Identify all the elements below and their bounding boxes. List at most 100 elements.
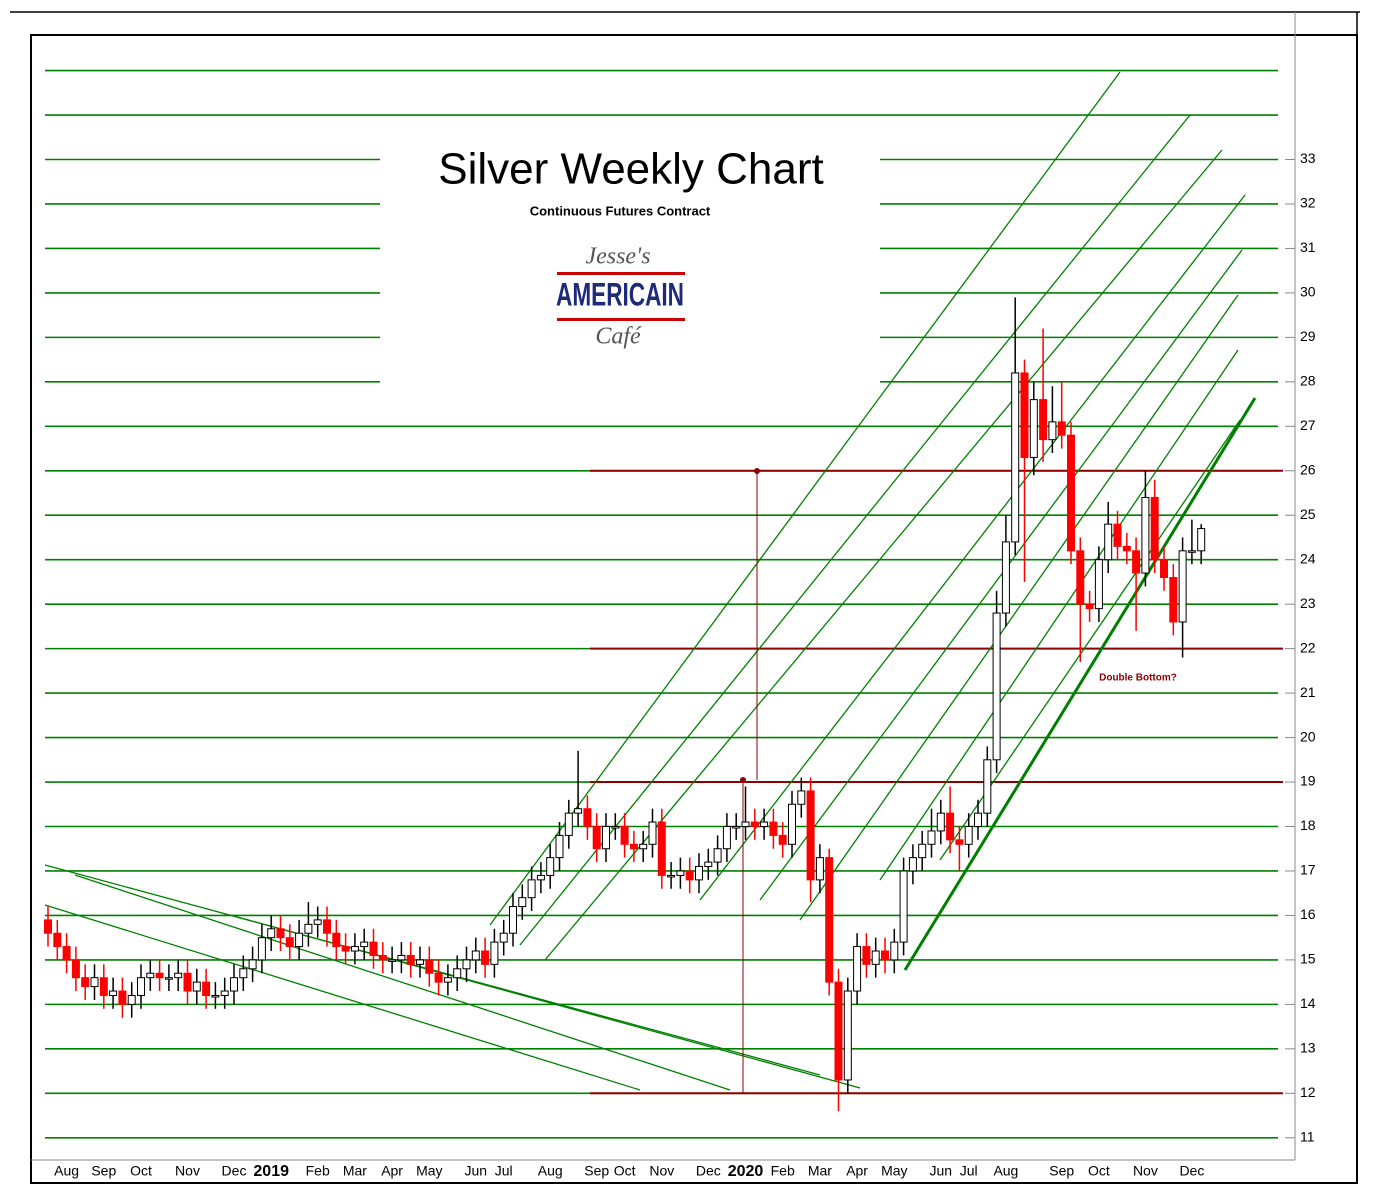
logo-top: Jesse's <box>585 244 650 270</box>
candle-body <box>137 977 145 996</box>
x-tick-label: Aug <box>993 1163 1018 1179</box>
x-tick-label: Aug <box>54 1163 79 1179</box>
candle-body <box>974 812 982 828</box>
y-tick-label: 24 <box>1300 550 1316 566</box>
chart-title: Silver Weekly Chart <box>438 145 824 194</box>
candle-body <box>434 972 443 983</box>
y-tick-label: 33 <box>1300 150 1316 166</box>
candle-body <box>1020 372 1029 458</box>
y-tick-label: 23 <box>1300 595 1316 611</box>
y-tick-label: 18 <box>1300 817 1316 833</box>
candle-body <box>927 830 936 845</box>
candle-body <box>1048 421 1057 441</box>
candle-body <box>639 843 648 850</box>
x-tick-label: Mar <box>808 1163 832 1179</box>
candle-body <box>592 826 601 850</box>
candle-body <box>806 790 815 881</box>
candle-body <box>257 937 266 961</box>
candle-body <box>276 928 285 939</box>
candle-body <box>936 812 945 832</box>
candle-body <box>323 919 331 934</box>
y-tick-label: 26 <box>1300 461 1316 477</box>
candle-body <box>611 826 620 829</box>
y-tick-label: 27 <box>1300 417 1316 433</box>
candle-body <box>406 954 415 965</box>
chart-subtitle: Continuous Futures Contract <box>530 203 711 218</box>
logo-stripe <box>557 272 685 275</box>
candle-body <box>583 808 592 828</box>
candle-body <box>443 977 452 983</box>
y-tick-label: 30 <box>1300 284 1316 300</box>
candle-body <box>267 928 276 939</box>
candle-body <box>602 826 610 850</box>
x-tick-label: Feb <box>771 1163 795 1179</box>
candle-body <box>211 994 220 998</box>
x-tick-label: Nov <box>649 1163 674 1179</box>
candle-body <box>955 839 964 845</box>
y-tick-label: 15 <box>1300 951 1316 967</box>
candle-body <box>1039 399 1048 441</box>
candle-body <box>741 821 750 828</box>
measure-point <box>740 777 746 783</box>
candle-body <box>183 972 192 992</box>
candle-body <box>1160 559 1168 578</box>
x-tick-label: Oct <box>130 1163 152 1179</box>
candle-body <box>295 932 304 948</box>
trend-line <box>489 71 1121 926</box>
candle-body <box>62 946 71 961</box>
y-tick-label: 13 <box>1300 1040 1316 1056</box>
trend-line <box>74 874 731 1091</box>
x-tick-label: Dec <box>1179 1163 1204 1179</box>
candle-body <box>648 821 657 845</box>
candle-body <box>750 821 759 828</box>
trend-line <box>519 114 1191 946</box>
candle-body <box>490 941 499 965</box>
annotation: Double Bottom? <box>1099 673 1177 684</box>
candle-body <box>1029 399 1038 458</box>
logo-bottom: Café <box>595 324 642 350</box>
candle-body <box>574 808 583 814</box>
x-tick-label: Dec <box>696 1163 721 1179</box>
trend-line <box>759 249 1243 901</box>
candle-body <box>341 946 350 952</box>
candle-body <box>462 959 471 970</box>
x-tick-label: May <box>416 1163 442 1179</box>
candle-body <box>1001 541 1010 614</box>
candle-body <box>192 981 201 992</box>
candle-body <box>518 897 527 908</box>
candle-body <box>546 857 555 876</box>
candle-body <box>992 612 1001 761</box>
logo-stripe <box>557 318 685 321</box>
candle-body <box>964 826 973 845</box>
candle-body <box>109 990 118 996</box>
candle-body <box>778 834 787 845</box>
candle-body <box>81 977 90 988</box>
candle-body <box>90 977 99 988</box>
y-tick-label: 20 <box>1300 728 1316 744</box>
x-tick-label: Nov <box>175 1163 200 1179</box>
title-panel <box>380 140 880 390</box>
x-tick-label: Sep <box>1049 1163 1074 1179</box>
candle-body <box>685 870 694 881</box>
x-tick-label: Jun <box>465 1163 488 1179</box>
candle-body <box>499 932 508 943</box>
candle-body <box>1132 550 1141 574</box>
y-tick-label: 11 <box>1300 1128 1315 1144</box>
candle-body <box>1122 545 1131 552</box>
candle-body <box>1057 421 1066 436</box>
candle-body <box>881 950 889 961</box>
candle-body <box>695 866 703 881</box>
candle-body <box>146 972 155 979</box>
candle-body <box>127 994 136 1005</box>
candle-body <box>369 941 378 956</box>
y-tick-label: 28 <box>1300 373 1316 389</box>
x-tick-label: Feb <box>306 1163 330 1179</box>
x-tick-label: Sep <box>91 1163 116 1179</box>
candle-body <box>527 879 536 899</box>
candle-body <box>890 941 899 961</box>
candle-body <box>416 959 424 965</box>
candle-body <box>1094 559 1103 610</box>
x-tick-label: Jul <box>495 1163 513 1179</box>
candle-body <box>899 870 908 943</box>
candle-body <box>471 950 480 961</box>
